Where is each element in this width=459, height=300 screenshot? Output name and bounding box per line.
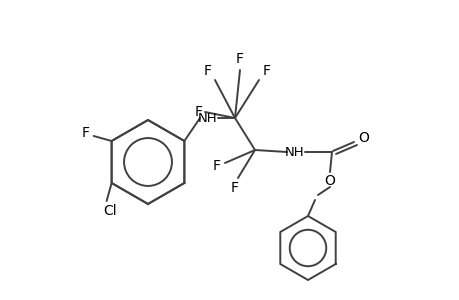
Text: F: F [203,64,212,78]
Text: F: F [195,105,202,119]
Text: F: F [81,126,90,140]
Text: F: F [263,64,270,78]
Text: F: F [230,181,239,195]
Text: Cl: Cl [103,204,116,218]
Text: F: F [213,159,220,173]
Text: O: O [324,174,335,188]
Text: NH: NH [198,112,218,124]
Text: NH: NH [285,146,304,158]
Text: F: F [235,52,243,66]
Text: O: O [358,131,369,145]
